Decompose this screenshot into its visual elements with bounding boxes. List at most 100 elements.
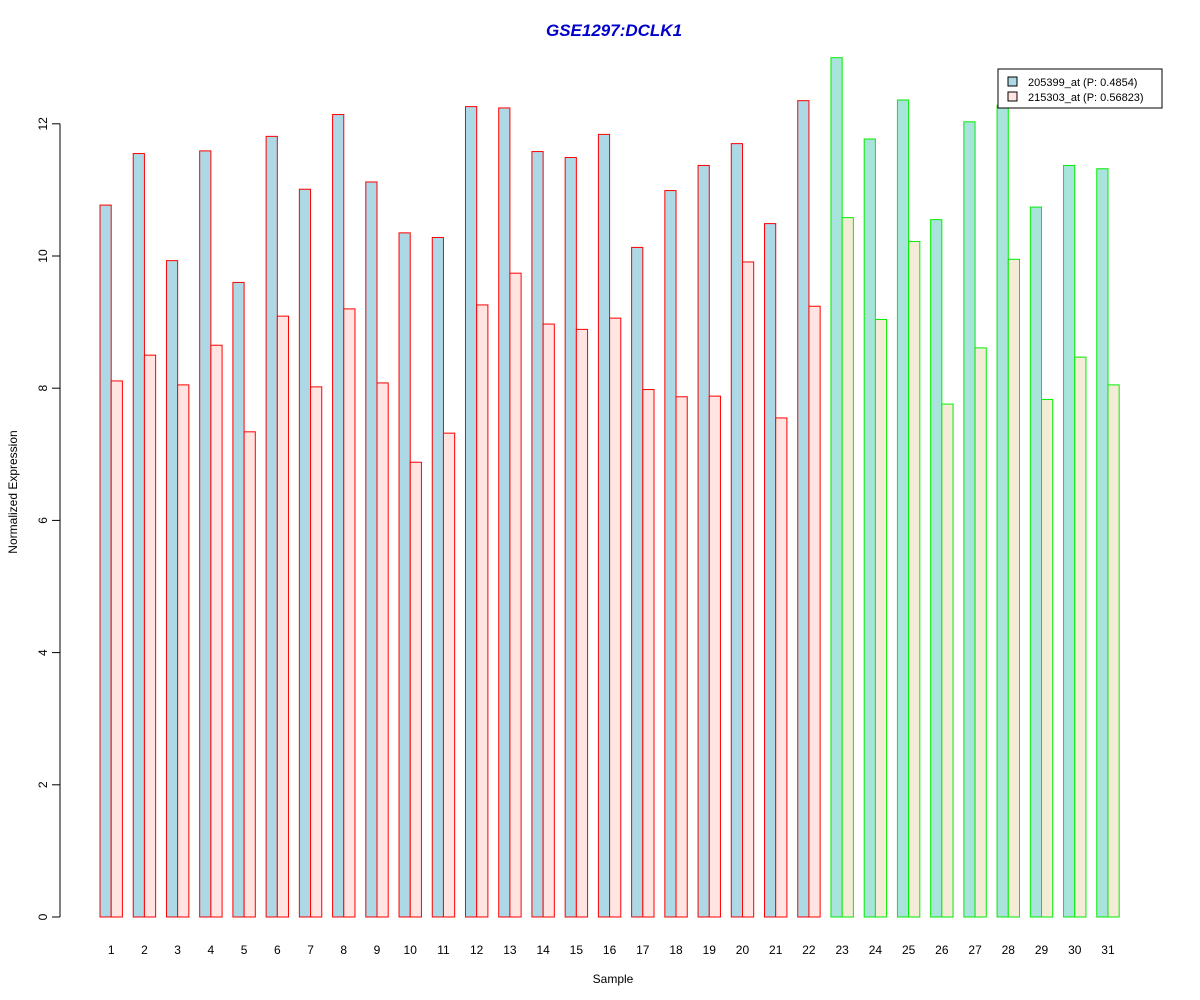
x-tick-label: 5 — [241, 943, 248, 957]
legend-label-series-1: 205399_at (P: 0.4854) — [1028, 77, 1137, 89]
bar-series-2-sample-16 — [609, 317, 622, 918]
bars-group — [99, 57, 1120, 918]
x-tick-label: 10 — [404, 943, 418, 957]
bar-series-2-sample-14 — [542, 323, 555, 918]
y-tick-label: 12 — [36, 117, 50, 131]
x-tick-label: 18 — [669, 943, 683, 957]
bar-series-1-sample-17 — [631, 246, 644, 918]
bar-series-1-sample-31 — [1096, 168, 1109, 918]
bar-series-2-sample-20 — [741, 261, 755, 918]
bar-series-1-sample-21 — [764, 223, 777, 918]
bar-series-1-sample-3 — [165, 260, 179, 918]
x-tick-label: 1 — [108, 943, 115, 957]
bar-series-1-sample-27 — [963, 121, 976, 918]
x-tick-label: 19 — [703, 943, 717, 957]
chart-title: GSE1297:DCLK1 — [546, 21, 682, 40]
x-tick-label: 24 — [869, 943, 883, 957]
bar-series-1-sample-20 — [730, 143, 743, 918]
x-tick-label: 16 — [603, 943, 617, 957]
y-axis-label: Normalized Expression — [6, 430, 20, 553]
x-tick-label: 9 — [374, 943, 381, 957]
bar-series-1-sample-13 — [498, 107, 511, 918]
x-tick-label: 3 — [174, 943, 181, 957]
bar-series-1-sample-4 — [199, 150, 212, 918]
bar-series-1-sample-24 — [863, 138, 876, 918]
bar-series-2-sample-24 — [874, 318, 888, 918]
y-axis: 0 2 4 6 8 10 12 — [36, 117, 61, 920]
bar-series-1-sample-15 — [564, 157, 577, 918]
bar-series-1-sample-14 — [531, 151, 544, 918]
legend-swatch-series-2 — [1007, 91, 1018, 102]
bar-series-2-sample-8 — [343, 308, 356, 918]
x-tick-label: 23 — [835, 943, 849, 957]
bar-series-2-sample-26 — [941, 403, 954, 918]
bar-series-2-sample-10 — [409, 461, 422, 918]
bar-series-2-sample-22 — [808, 305, 821, 918]
bar-series-1-sample-10 — [398, 232, 411, 918]
x-tick-label: 22 — [802, 943, 816, 957]
x-tick-label: 17 — [636, 943, 650, 957]
x-tick-label: 8 — [340, 943, 347, 957]
bar-series-1-sample-6 — [265, 135, 278, 918]
legend-label-series-2: 215303_at (P: 0.56823) — [1028, 92, 1144, 104]
bar-series-1-sample-29 — [1029, 206, 1043, 918]
x-tick-label: 4 — [208, 943, 215, 957]
bar-series-2-sample-1 — [110, 380, 123, 918]
x-tick-label: 6 — [274, 943, 281, 957]
bar-series-2-sample-29 — [1041, 398, 1054, 918]
x-tick-label: 28 — [1002, 943, 1016, 957]
bar-series-1-sample-30 — [1063, 164, 1076, 918]
x-axis-label: Sample — [593, 972, 634, 986]
x-tick-label: 31 — [1101, 943, 1115, 957]
bar-series-1-sample-11 — [431, 236, 444, 918]
bar-series-1-sample-23 — [830, 57, 843, 918]
x-tick-label: 20 — [736, 943, 750, 957]
bar-series-2-sample-15 — [575, 328, 589, 918]
legend-swatch-series-1 — [1007, 76, 1018, 87]
bar-series-1-sample-5 — [232, 281, 245, 918]
bar-series-2-sample-30 — [1074, 356, 1087, 918]
x-tick-label: 13 — [503, 943, 517, 957]
bar-series-2-sample-17 — [642, 389, 655, 918]
bar-series-2-sample-9 — [376, 382, 389, 918]
bar-series-2-sample-6 — [276, 315, 290, 918]
bar-series-2-sample-13 — [509, 272, 522, 918]
bar-series-2-sample-11 — [442, 432, 456, 918]
x-tick-label: 25 — [902, 943, 916, 957]
y-tick-label: 2 — [36, 781, 50, 788]
bar-series-1-sample-1 — [99, 204, 112, 918]
bar-series-1-sample-8 — [332, 114, 345, 918]
bar-series-2-sample-2 — [143, 354, 157, 918]
y-tick-label: 4 — [36, 649, 50, 656]
bar-series-1-sample-2 — [132, 153, 145, 918]
y-tick-label: 0 — [36, 913, 50, 920]
y-tick-label: 6 — [36, 517, 50, 524]
bar-series-1-sample-18 — [664, 190, 677, 918]
x-tick-label: 11 — [437, 943, 450, 957]
bar-series-1-sample-7 — [298, 188, 312, 918]
bar-series-1-sample-28 — [996, 104, 1009, 918]
bar-series-2-sample-21 — [775, 417, 788, 918]
bar-series-2-sample-28 — [1007, 258, 1020, 918]
x-tick-label: 29 — [1035, 943, 1049, 957]
bar-series-1-sample-12 — [464, 106, 478, 918]
bar-series-2-sample-19 — [708, 395, 721, 918]
y-tick-label: 10 — [36, 249, 50, 263]
bar-series-2-sample-18 — [675, 396, 688, 918]
x-tick-label: 12 — [470, 943, 484, 957]
y-tick-label: 8 — [36, 385, 50, 392]
bar-series-2-sample-27 — [974, 347, 987, 918]
bar-series-2-sample-4 — [210, 344, 223, 918]
bar-series-2-sample-5 — [243, 431, 256, 918]
bar-series-2-sample-31 — [1107, 384, 1120, 918]
bar-series-2-sample-25 — [908, 240, 921, 918]
legend-box — [997, 68, 1163, 109]
x-tick-label: 27 — [968, 943, 982, 957]
bar-series-2-sample-12 — [476, 304, 489, 918]
bar-series-1-sample-22 — [797, 100, 810, 918]
bar-series-1-sample-26 — [930, 219, 943, 918]
x-tick-label: 2 — [141, 943, 148, 957]
bar-series-2-sample-3 — [177, 384, 190, 918]
x-tick-label: 21 — [769, 943, 783, 957]
